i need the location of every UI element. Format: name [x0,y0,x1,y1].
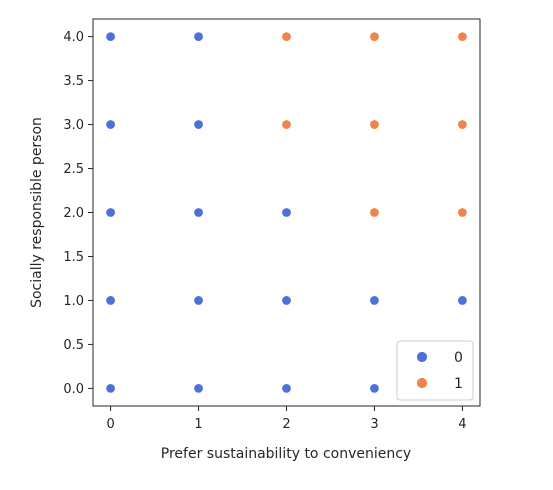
data-point-series-0 [193,207,204,218]
y-tick-label: 3.5 [63,74,84,89]
y-tick-label: 2.0 [63,206,84,221]
legend-marker-1 [416,377,428,389]
data-point-series-0 [105,31,116,42]
legend: 0 1 [396,340,474,401]
data-point-series-1 [369,207,380,218]
points-layer [105,31,468,394]
legend-label-1: 1 [454,376,463,392]
y-tick-label: 0.5 [63,338,84,353]
legend-label-0: 0 [454,350,463,366]
data-point-series-0 [193,383,204,394]
data-point-series-1 [457,119,468,130]
data-point-series-0 [105,383,116,394]
y-tick-label: 3.0 [63,118,84,133]
data-point-series-0 [369,383,380,394]
x-tick-label: 0 [106,417,114,432]
data-point-series-1 [457,31,468,42]
data-point-series-0 [193,31,204,42]
x-axis: 0 1 2 3 4 [106,406,467,432]
legend-box [396,340,474,401]
data-point-series-1 [281,31,292,42]
y-tick-label: 2.5 [63,162,84,177]
y-tick-label: 1.0 [63,294,84,309]
x-tick-label: 3 [370,417,378,432]
x-axis-label: Prefer sustainability to conveniency [161,446,411,462]
y-tick-label: 1.5 [63,250,84,265]
y-tick-label: 0.0 [63,382,84,397]
x-tick-label: 1 [194,417,202,432]
data-point-series-0 [281,295,292,306]
y-axis-label: Socially responsible person [29,117,45,308]
data-point-series-0 [457,295,468,306]
data-point-series-0 [105,207,116,218]
x-tick-label: 4 [458,417,466,432]
data-point-series-0 [369,295,380,306]
data-point-series-0 [193,119,204,130]
y-tick-label: 4.0 [63,30,84,45]
x-tick-label: 2 [282,417,290,432]
y-axis: 0.0 0.5 1.0 1.5 2.0 2.5 3.0 3.5 4.0 [63,30,93,397]
data-point-series-1 [369,119,380,130]
data-point-series-1 [281,119,292,130]
data-point-series-0 [281,383,292,394]
data-point-series-1 [369,31,380,42]
data-point-series-0 [105,119,116,130]
data-point-series-0 [193,295,204,306]
data-point-series-1 [457,207,468,218]
data-point-series-0 [281,207,292,218]
data-point-series-0 [105,295,116,306]
legend-marker-0 [416,351,428,363]
